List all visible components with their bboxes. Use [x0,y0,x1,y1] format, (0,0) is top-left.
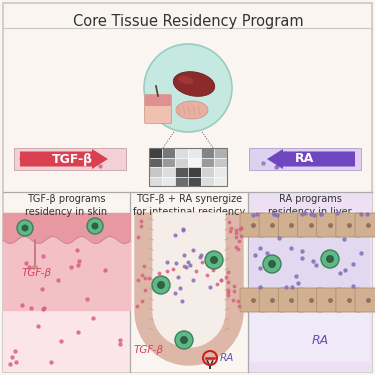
Bar [188,148,201,158]
Bar [201,177,214,186]
FancyBboxPatch shape [297,213,324,237]
Bar [149,158,162,167]
Circle shape [87,218,103,234]
FancyArrow shape [20,149,108,169]
Circle shape [326,255,334,263]
Bar [3,213,130,372]
FancyBboxPatch shape [278,213,304,237]
Circle shape [263,255,281,273]
Bar [162,177,175,186]
FancyBboxPatch shape [316,213,343,237]
Circle shape [144,44,232,132]
Bar [175,148,188,158]
Bar [175,158,188,167]
Ellipse shape [32,265,38,269]
FancyBboxPatch shape [240,213,266,237]
Bar [214,158,227,167]
Circle shape [92,222,99,230]
Bar [250,310,370,362]
Circle shape [157,281,165,289]
Bar [188,167,201,177]
Text: Core Tissue Residency Program: Core Tissue Residency Program [73,14,303,29]
Ellipse shape [173,72,215,96]
Circle shape [205,251,223,269]
Bar [149,148,162,158]
FancyBboxPatch shape [336,213,362,237]
FancyBboxPatch shape [297,288,324,312]
Bar [188,158,201,167]
FancyBboxPatch shape [240,288,266,312]
Text: TGF-β: TGF-β [22,268,52,278]
Circle shape [321,250,339,268]
Circle shape [17,220,33,236]
Bar [248,192,372,372]
Bar [162,158,175,167]
Bar [14,148,126,170]
Bar [188,177,201,186]
Text: TGF-β + RA synergize
for intestinal residency: TGF-β + RA synergize for intestinal resi… [133,194,245,217]
Bar [249,148,361,170]
Text: TGF-β: TGF-β [51,153,93,165]
Text: RA: RA [220,353,234,363]
FancyBboxPatch shape [259,213,285,237]
Text: TGF-β programs
residency in skin: TGF-β programs residency in skin [25,194,107,217]
Ellipse shape [178,76,194,84]
Text: RA: RA [311,333,328,346]
Bar [201,167,214,177]
Bar [175,167,188,177]
Bar [130,192,248,372]
FancyBboxPatch shape [355,213,375,237]
Bar [149,177,162,186]
FancyBboxPatch shape [278,288,304,312]
Text: TGF-β: TGF-β [134,345,164,355]
Bar [201,158,214,167]
Bar [214,167,227,177]
FancyBboxPatch shape [336,288,362,312]
Circle shape [180,336,188,344]
Bar [250,235,370,290]
FancyBboxPatch shape [259,288,285,312]
Polygon shape [153,213,225,347]
Text: RA programs
residency in liver: RA programs residency in liver [268,194,352,217]
Circle shape [175,331,193,349]
Bar [214,148,227,158]
Bar [149,167,162,177]
Circle shape [210,256,218,264]
FancyBboxPatch shape [355,288,375,312]
Circle shape [152,276,170,294]
Bar [175,177,188,186]
Ellipse shape [176,101,208,119]
Bar [214,177,227,186]
Circle shape [21,225,28,231]
FancyBboxPatch shape [144,94,171,123]
Text: RA: RA [294,153,314,165]
FancyArrow shape [267,149,355,169]
Bar [250,211,370,214]
Bar [162,167,175,177]
FancyBboxPatch shape [316,288,343,312]
FancyBboxPatch shape [145,95,171,106]
Bar [162,148,175,158]
Polygon shape [135,213,243,365]
Bar [201,148,214,158]
Circle shape [268,260,276,268]
Bar [149,148,227,186]
